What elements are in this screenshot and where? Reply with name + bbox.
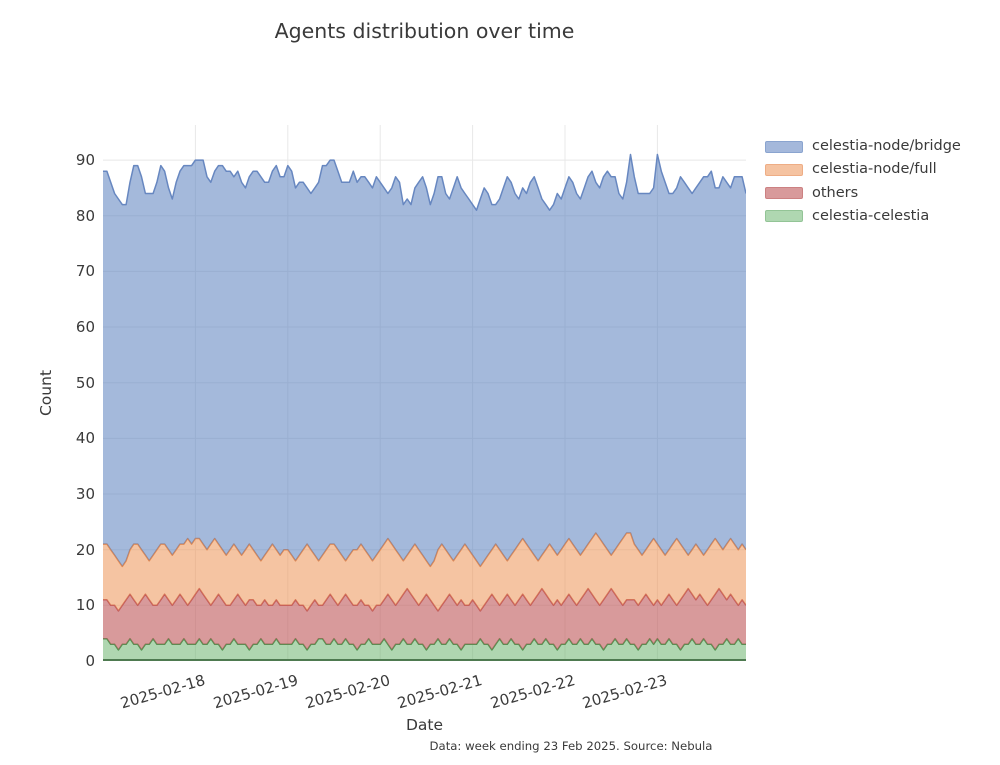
legend-swatch-icon: [765, 187, 803, 200]
area-bridge: [103, 154, 746, 567]
x-tick-label: 2025-02-19: [211, 671, 300, 713]
legend-item: celestia-node/bridge: [765, 138, 961, 154]
x-tick-label: 2025-02-23: [580, 671, 670, 713]
x-tick-label: 2025-02-22: [488, 671, 578, 713]
legend-label: celestia-celestia: [812, 207, 930, 224]
caption: Data: week ending 23 Feb 2025. Source: N…: [429, 739, 713, 753]
x-tick-label: 2025-02-21: [395, 671, 485, 713]
y-tick-label: 30: [75, 485, 95, 504]
y-tick-label: 40: [75, 429, 95, 448]
y-tick-label: 0: [85, 652, 95, 670]
area-others: [103, 588, 746, 650]
x-axis-label: Date: [405, 716, 444, 734]
chart-title: Agents distribution over time: [274, 19, 575, 43]
area-celestia: [103, 638, 746, 661]
legend-swatch-icon: [765, 210, 803, 223]
legend: celestia-node/bridge celestia-node/full ot…: [765, 138, 961, 233]
y-tick-label: 20: [75, 540, 95, 559]
legend-label: celestia-node/full: [812, 161, 937, 178]
y-tick-label: 50: [75, 373, 95, 392]
legend-item: celestia-node/full: [765, 161, 961, 178]
area-full: [103, 533, 746, 611]
y-tick-label: 80: [75, 206, 95, 225]
legend-swatch-icon: [765, 163, 803, 176]
legend-item: celestia-celestia: [765, 207, 961, 224]
legend-swatch-icon: [765, 140, 803, 153]
x-tick-label: 2025-02-18: [118, 671, 208, 713]
y-tick-label: 70: [75, 262, 95, 281]
y-tick-label: 90: [75, 151, 95, 170]
line-bridge: [103, 153, 746, 211]
legend-label: celestia-node/bridge: [812, 138, 961, 154]
x-tick-label: 2025-02-20: [303, 671, 393, 713]
legend-label: others: [812, 184, 859, 201]
legend-item: others: [765, 184, 961, 201]
y-tick-label: 60: [75, 318, 95, 337]
plot-area: [103, 125, 746, 661]
y-tick-label: 10: [75, 596, 95, 615]
